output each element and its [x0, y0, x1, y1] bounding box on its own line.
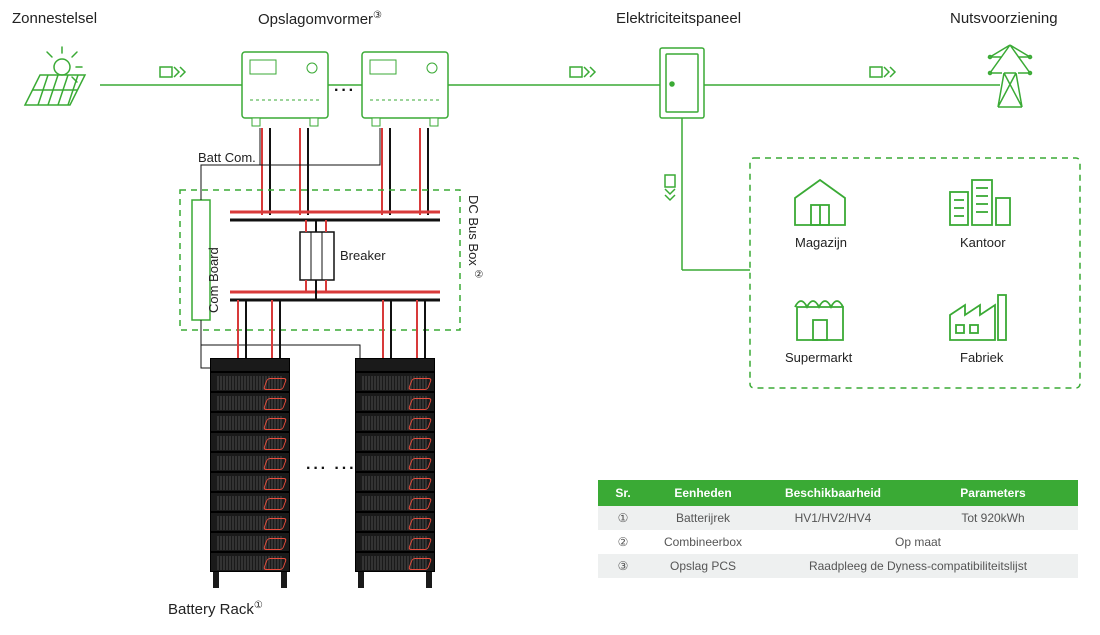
solar-icon	[25, 47, 85, 105]
inverter-1	[240, 50, 330, 128]
table-header: Eenheden	[648, 480, 758, 506]
table-cell: ②	[598, 530, 648, 554]
warehouse-label: Magazijn	[795, 235, 847, 250]
table-header: Sr.	[598, 480, 648, 506]
dc-bus-box-label: DC Bus Box ②	[466, 195, 484, 280]
table-header: Beschikbaarheid	[758, 480, 908, 506]
supermarket-label: Supermarkt	[785, 350, 852, 365]
table-cell: ③	[598, 554, 648, 578]
table-header: Parameters	[908, 480, 1078, 506]
table-cell: Combineerbox	[648, 530, 758, 554]
solar-label: Zonnestelsel	[12, 10, 97, 27]
battery-rack-1	[210, 358, 290, 588]
table-cell: Batterijrek	[648, 506, 758, 530]
inverter-2	[360, 50, 450, 128]
panel-icon	[660, 48, 704, 118]
spec-table: Sr.EenhedenBeschikbaarheidParameters ①Bat…	[598, 480, 1078, 578]
table-cell: HV1/HV2/HV4	[758, 506, 908, 530]
batt-com-label: Batt Com.	[198, 150, 256, 165]
table-cell: Tot 920kWh	[908, 506, 1078, 530]
utility-label: Nutsvoorziening	[950, 10, 1058, 27]
inverter-ellipsis: ···	[334, 82, 356, 100]
inverter-label: Opslagomvormer③	[258, 10, 382, 28]
breaker-label: Breaker	[340, 248, 386, 263]
supermarket-icon	[795, 301, 843, 340]
battery-rack-2	[355, 358, 435, 588]
battery-rack-label: Battery Rack①	[168, 600, 263, 618]
office-label: Kantoor	[960, 235, 1006, 250]
utility-icon	[989, 45, 1032, 107]
factory-label: Fabriek	[960, 350, 1003, 365]
office-icon	[950, 180, 1010, 225]
rack-ellipsis: ··· ···	[306, 460, 356, 478]
table-cell: Op maat	[758, 530, 1078, 554]
table-cell: Raadpleeg de Dyness-compatibiliteitslijs…	[758, 554, 1078, 578]
factory-icon	[950, 295, 1006, 340]
panel-label: Elektriciteitspaneel	[616, 10, 741, 27]
table-cell: Opslag PCS	[648, 554, 758, 578]
table-cell: ①	[598, 506, 648, 530]
com-board-label: Com Board	[206, 247, 221, 313]
warehouse-icon	[795, 180, 845, 225]
